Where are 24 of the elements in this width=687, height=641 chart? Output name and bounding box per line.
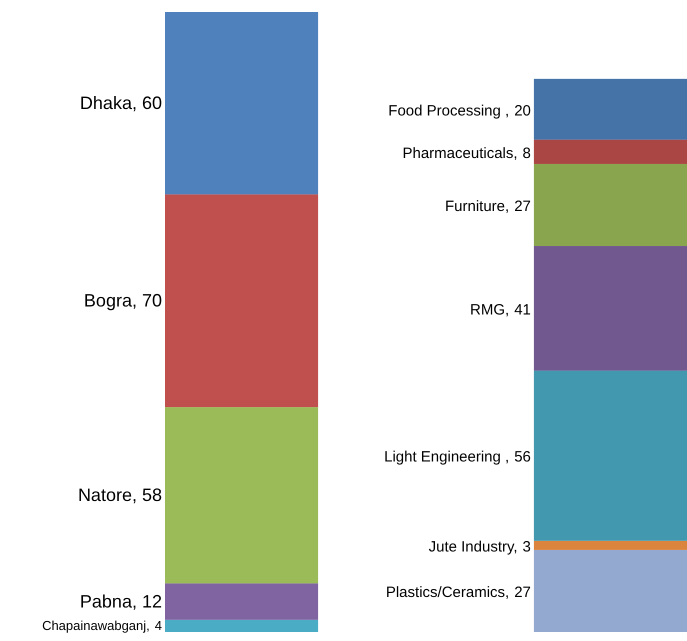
data-label: 4	[154, 618, 162, 633]
series-label: Plastics/Ceramics,	[386, 584, 510, 601]
data-label: 8	[522, 144, 531, 162]
data-label: 27	[514, 584, 531, 601]
data-label: 70	[142, 290, 162, 311]
series-label: Light Engineering ,	[384, 448, 510, 466]
series-label: Pabna,	[80, 592, 137, 612]
series-label: RMG,	[470, 301, 510, 318]
series-label: Chapainawabganj,	[42, 618, 150, 633]
data-label: 27	[514, 198, 531, 215]
series-label: Furniture,	[445, 198, 510, 215]
series-label: Pharmaceuticals,	[402, 144, 518, 162]
series-label: Jute Industry,	[428, 538, 518, 556]
data-label: 41	[514, 301, 531, 318]
data-label: 60	[142, 93, 162, 114]
data-label: 12	[142, 592, 162, 612]
series-label: Food Processing ,	[388, 102, 510, 120]
series-label: Dhaka,	[80, 93, 137, 114]
data-label: 58	[142, 485, 162, 506]
data-label: 56	[514, 448, 531, 466]
data-label: 3	[522, 538, 531, 556]
data-label: 20	[514, 102, 531, 120]
series-label: Natore,	[78, 485, 137, 506]
series-label: Bogra,	[84, 290, 137, 311]
